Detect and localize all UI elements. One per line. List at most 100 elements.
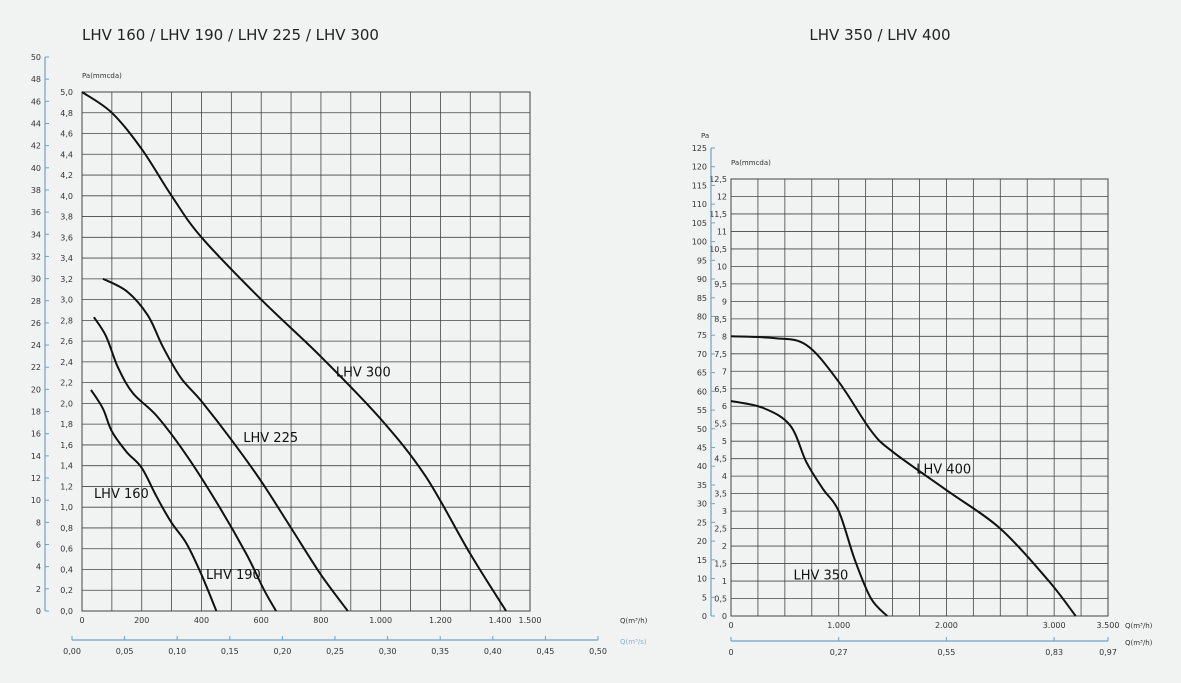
y-tick-label: 12,5 xyxy=(709,175,727,184)
y-tick-label: 1,6 xyxy=(60,441,73,450)
secondary-x-tick-label: 0,00 xyxy=(63,647,81,656)
pa-tick-label: 36 xyxy=(31,208,41,217)
pa-tick-label: 115 xyxy=(692,181,707,190)
pa-tick-label: 105 xyxy=(692,219,707,228)
y-tick-label: 0,0 xyxy=(60,607,73,616)
y-tick-label: 2,8 xyxy=(60,316,73,325)
y-tick-label: 1,2 xyxy=(60,482,73,491)
pa-tick-label: 35 xyxy=(697,481,707,490)
secondary-x-tick-label: 0,15 xyxy=(221,647,239,656)
y-tick-label: 4,5 xyxy=(714,455,727,464)
pa-tick-label: 50 xyxy=(31,53,41,62)
pa-tick-label: 2 xyxy=(36,585,41,594)
y-tick-label: 0,2 xyxy=(60,586,73,595)
pa-tick-label: 55 xyxy=(697,406,707,415)
pa-tick-label: 85 xyxy=(697,294,707,303)
series-line-lhv-160 xyxy=(90,389,218,612)
y-tick-label: 4,8 xyxy=(60,109,73,118)
y-tick-label: 0,6 xyxy=(60,545,73,554)
x-tick-label: 3.000 xyxy=(1043,621,1066,630)
pa-tick-label: 120 xyxy=(692,163,707,172)
y-tick-label: 0 xyxy=(722,612,727,621)
pa-tick-label: 20 xyxy=(31,385,41,394)
secondary-x-tick-label: 0,97 xyxy=(1099,648,1117,657)
pa-tick-label: 12 xyxy=(31,474,41,483)
y-tick-label: 3 xyxy=(722,507,727,516)
x-tick-label: 600 xyxy=(254,616,269,625)
pa-tick-label: 110 xyxy=(692,200,707,209)
pa-tick-label: 38 xyxy=(31,186,41,195)
y-tick-label: 0,5 xyxy=(714,595,727,604)
series-line-lhv-350 xyxy=(730,400,888,617)
series-line-lhv-300 xyxy=(81,91,507,612)
y-tick-label: 9 xyxy=(722,297,727,306)
y-tick-label: 10 xyxy=(717,262,727,271)
y-tick-label: 1,8 xyxy=(60,420,73,429)
series-line-lhv-225 xyxy=(102,277,349,612)
pa-tick-label: 75 xyxy=(697,331,707,340)
y-tick-label: 7 xyxy=(722,367,727,376)
y-tick-label: 5,0 xyxy=(60,88,73,97)
series-label-lhv-225: LHV 225 xyxy=(243,431,298,446)
y-tick-label: 4,6 xyxy=(60,130,73,139)
pa-tick-label: 46 xyxy=(31,97,41,106)
y-tick-label: 11,5 xyxy=(709,210,727,219)
secondary-x-axis-label: Q(m³/s) xyxy=(620,638,647,646)
y-tick-label: 4,2 xyxy=(60,171,73,180)
pa-tick-label: 34 xyxy=(31,230,41,239)
y-tick-label: 2,0 xyxy=(60,399,73,408)
secondary-x-tick-label: 0,40 xyxy=(484,647,502,656)
pa-tick-label: 95 xyxy=(697,256,707,265)
y-tick-label: 3,8 xyxy=(60,213,73,222)
x-tick-label: 400 xyxy=(194,616,209,625)
y-tick-label: 7,5 xyxy=(714,350,727,359)
y-tick-label: 9,5 xyxy=(714,280,727,289)
pa-tick-label: 14 xyxy=(31,452,41,461)
series-label-lhv-190: LHV 190 xyxy=(206,568,261,583)
y-tick-label: 10,5 xyxy=(709,245,727,254)
pa-tick-label: 18 xyxy=(31,408,41,417)
y-tick-label: 5 xyxy=(722,437,727,446)
pa-tick-label: 16 xyxy=(31,430,41,439)
x-tick-label: 1.400 xyxy=(489,616,512,625)
pa-tick-label: 42 xyxy=(31,142,41,151)
pa-tick-label: 125 xyxy=(692,144,707,153)
x-tick-label: 1.200 xyxy=(429,616,452,625)
pa-tick-label: 30 xyxy=(697,500,707,509)
pa-tick-label: 4 xyxy=(36,563,41,572)
y-tick-label: 1,0 xyxy=(60,503,73,512)
series-line-lhv-190 xyxy=(93,316,277,612)
pa-axis-label: Pa xyxy=(701,132,709,140)
pa-tick-label: 25 xyxy=(697,518,707,527)
y-tick-label: 2,2 xyxy=(60,379,73,388)
x-tick-label: 800 xyxy=(313,616,328,625)
x-axis-label: Q(m³/h) xyxy=(1125,622,1153,630)
secondary-x-tick-label: 0,35 xyxy=(431,647,449,656)
chart-title: LHV 350 / LHV 400 xyxy=(809,26,950,44)
y-tick-label: 3,0 xyxy=(60,296,73,305)
y-tick-label: 3,5 xyxy=(714,490,727,499)
y-tick-label: 2 xyxy=(722,542,727,551)
pa-tick-label: 0 xyxy=(36,607,41,616)
y-tick-label: 6 xyxy=(722,402,727,411)
chart-title: LHV 160 / LHV 190 / LHV 225 / LHV 300 xyxy=(82,26,379,44)
pa-tick-label: 26 xyxy=(31,319,41,328)
pa-tick-label: 20 xyxy=(697,537,707,546)
secondary-x-tick-label: 0 xyxy=(728,648,733,657)
x-tick-label: 1.500 xyxy=(519,616,542,625)
y-tick-label: 2,5 xyxy=(714,525,727,534)
secondary-x-tick-label: 0,83 xyxy=(1045,648,1063,657)
pa-tick-label: 8 xyxy=(36,518,41,527)
series-label-lhv-350: LHV 350 xyxy=(793,568,848,583)
secondary-x-tick-label: 0,25 xyxy=(326,647,344,656)
pa-tick-label: 80 xyxy=(697,312,707,321)
pa-tick-label: 70 xyxy=(697,350,707,359)
y-tick-label: 3,4 xyxy=(60,254,73,263)
y-tick-label: 1,5 xyxy=(714,560,727,569)
pa-tick-label: 30 xyxy=(31,275,41,284)
pa-tick-label: 40 xyxy=(697,462,707,471)
secondary-x-tick-label: 0,30 xyxy=(379,647,397,656)
y-tick-label: 4 xyxy=(722,472,727,481)
pa-tick-label: 60 xyxy=(697,387,707,396)
